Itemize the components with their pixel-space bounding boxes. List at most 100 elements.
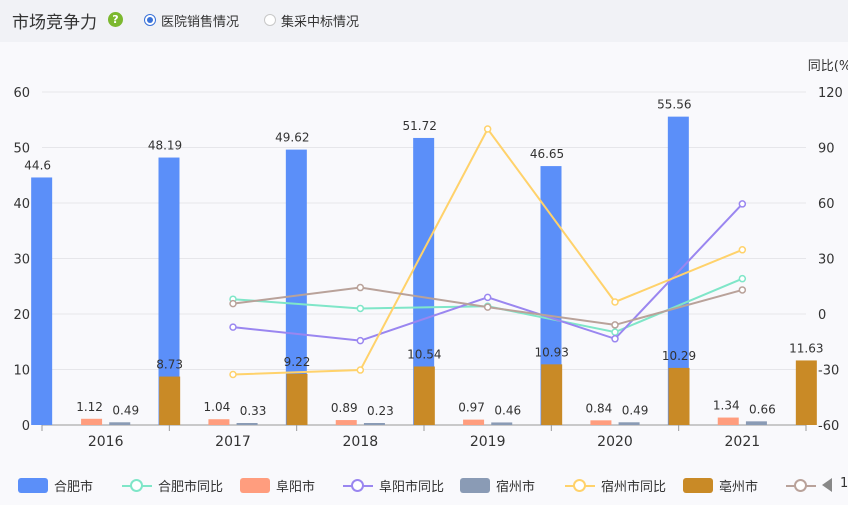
legend-item[interactable]: 合肥市 xyxy=(18,470,93,500)
legend-label: 宿州市 xyxy=(496,479,536,495)
x-tick-label: 2020 xyxy=(597,434,633,450)
legend-bar-swatch xyxy=(683,477,713,493)
legend-line-swatch xyxy=(786,478,816,493)
bar-value-label: 1.12 xyxy=(76,400,103,414)
point-合肥市同比 xyxy=(738,274,747,283)
chart-legend: 1 合肥市 合肥市同比 阜阳市 阜阳市同比 宿州市 宿州市同比 亳州市 xyxy=(0,470,848,500)
point-阜阳市同比 xyxy=(611,335,619,343)
legend-line-swatch xyxy=(565,478,595,493)
bar-亳州市 xyxy=(541,364,563,425)
y-right-tick-label: 0 xyxy=(818,308,826,323)
legend-item[interactable]: 宿州市 xyxy=(460,470,535,500)
help-icon[interactable]: ? xyxy=(108,12,123,27)
bar-value-label: 0.84 xyxy=(586,401,613,415)
bar-亳州市 xyxy=(795,360,817,425)
legend-circle-marker xyxy=(130,478,143,492)
point-合肥市同比 xyxy=(611,328,619,336)
y-right-tick-label: 120 xyxy=(818,86,843,101)
point-阜阳市同比 xyxy=(229,323,237,331)
bar-合肥市 xyxy=(31,177,53,425)
y-right-tick-label: -60 xyxy=(818,419,839,434)
legend-circle-marker xyxy=(573,478,586,492)
legend-bar-swatch xyxy=(460,477,490,493)
y-left-tick-label: 0 xyxy=(22,419,30,434)
y-left-tick-label: 30 xyxy=(13,253,30,268)
bar-value-label: 10.54 xyxy=(407,348,441,362)
bar-合肥市 xyxy=(158,157,180,425)
legend-item[interactable]: 阜阳市同比 xyxy=(343,470,444,500)
y-left-tick-label: 40 xyxy=(13,197,30,212)
bar-亳州市 xyxy=(159,376,181,425)
legend-label: 合肥市同比 xyxy=(158,479,224,495)
bar-亳州市 xyxy=(668,367,690,425)
radio-hospital-sales[interactable]: 医院销售情况 xyxy=(144,11,239,30)
bar-value-label: 9.22 xyxy=(284,355,311,369)
legend-page-indicator: 1 xyxy=(840,476,848,491)
legend-circle-marker xyxy=(351,478,364,492)
legend-label: 阜阳市 xyxy=(276,479,316,495)
legend-item[interactable] xyxy=(786,470,822,500)
combo-chart: 0 10 20 30 40 50 60 -60 -30 0 30 60 90 120 同比(%) 2016 20… xyxy=(13,59,848,450)
point-亳州市同比 xyxy=(611,321,619,329)
bar-阜阳市 xyxy=(590,420,612,425)
legend-label: 宿州市同比 xyxy=(601,479,667,495)
legend-item[interactable]: 亳州市 xyxy=(683,470,758,500)
y-right-tick-label: 30 xyxy=(818,253,835,268)
chart-area: 0 10 20 30 40 50 60 -60 -30 0 30 60 90 120 同比(%) 2016 20… xyxy=(0,42,848,505)
y-left-tick-label: 60 xyxy=(13,86,30,101)
radio-unchecked-icon[interactable] xyxy=(264,14,276,26)
legend-line-swatch xyxy=(122,478,152,493)
bar-value-label: 46.65 xyxy=(530,147,564,161)
line-宿州市同比 xyxy=(232,127,743,376)
legend-item[interactable]: 合肥市同比 xyxy=(122,470,223,500)
bar-宿州市 xyxy=(618,422,640,425)
bar-合肥市 xyxy=(413,137,435,426)
point-宿州市同比 xyxy=(356,366,365,374)
bar-value-label: 0.97 xyxy=(458,401,485,415)
legend-label: 阜阳市同比 xyxy=(379,479,445,495)
bar-value-label: 0.66 xyxy=(749,402,776,416)
bar-宿州市 xyxy=(236,423,258,425)
bar-宿州市 xyxy=(109,422,131,425)
bar-value-label: 0.49 xyxy=(622,403,649,417)
y-right-tick-label: 90 xyxy=(818,142,835,157)
radio-checked-icon[interactable] xyxy=(144,14,156,26)
header-bar: 市场竞争力 ? 医院销售情况 集采中标情况 xyxy=(0,0,848,42)
radio-procurement[interactable]: 集采中标情况 xyxy=(264,11,359,30)
point-阜阳市同比 xyxy=(356,336,365,345)
bar-亳州市 xyxy=(286,373,308,425)
bar-value-label: 10.29 xyxy=(662,349,696,363)
bar-宿州市 xyxy=(363,423,385,425)
bar-value-label: 0.49 xyxy=(112,403,139,417)
bar-value-label: 55.56 xyxy=(657,98,691,112)
bar-value-label: 49.62 xyxy=(275,131,309,145)
bar-value-label: 0.33 xyxy=(240,404,267,418)
bar-阜阳市 xyxy=(463,419,485,425)
legend-bar-swatch xyxy=(18,477,48,493)
point-阜阳市同比 xyxy=(483,293,492,302)
bar-value-label: 0.23 xyxy=(367,404,394,418)
bar-value-label: 0.89 xyxy=(331,401,358,415)
y-right-tick-label: 60 xyxy=(818,197,835,212)
bar-阜阳市 xyxy=(81,418,103,425)
point-宿州市同比 xyxy=(611,298,619,306)
bar-value-label: 1.04 xyxy=(204,400,231,414)
bar-value-label: 0.46 xyxy=(494,403,521,417)
point-亳州市同比 xyxy=(356,283,365,292)
line-阜阳市同比 xyxy=(232,203,744,342)
legend-item[interactable]: 阜阳市 xyxy=(240,470,315,500)
bar-value-label: 10.93 xyxy=(534,345,568,359)
legend-prev-arrow-icon[interactable] xyxy=(822,478,832,492)
y-left-tick-label: 50 xyxy=(13,142,30,157)
bar-value-label: 8.73 xyxy=(156,358,183,372)
x-tick-label: 2018 xyxy=(343,434,379,450)
point-亳州市同比 xyxy=(738,286,747,294)
page-title: 市场竞争力 xyxy=(12,13,97,33)
point-宿州市同比 xyxy=(738,246,747,254)
bar-宿州市 xyxy=(745,421,767,425)
bar-亳州市 xyxy=(413,366,435,425)
point-宿州市同比 xyxy=(229,370,237,379)
point-合肥市同比 xyxy=(356,304,365,313)
point-阜阳市同比 xyxy=(738,200,747,208)
legend-item[interactable]: 宿州市同比 xyxy=(565,470,666,500)
